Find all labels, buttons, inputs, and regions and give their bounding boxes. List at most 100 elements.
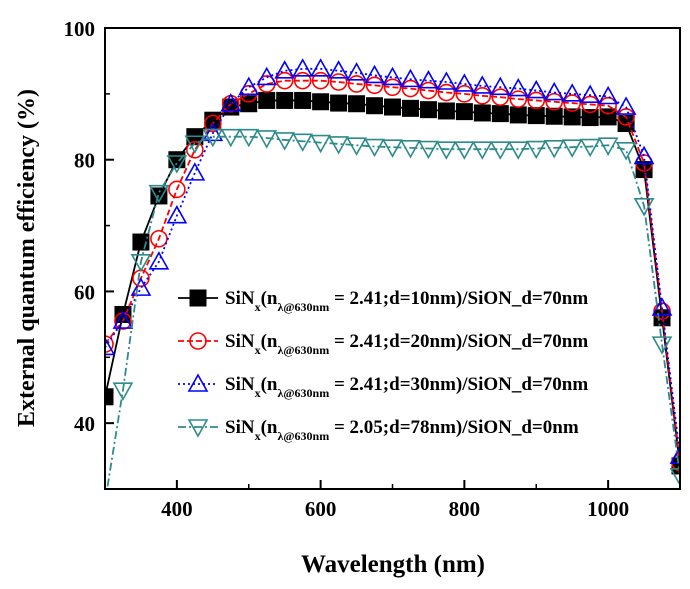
data-point	[168, 180, 186, 199]
data-point	[455, 85, 474, 103]
data-point	[455, 103, 473, 121]
legend-text-part: SiN	[225, 331, 255, 352]
data-point	[473, 87, 492, 105]
y-axis-label: External quantum efficiency (%)	[14, 89, 40, 427]
data-point	[294, 91, 312, 109]
legend-subscript: x	[255, 300, 261, 314]
data-point	[491, 88, 510, 106]
data-point	[400, 140, 421, 159]
data-point	[256, 66, 278, 86]
data-point	[166, 205, 188, 224]
data-point	[220, 128, 242, 148]
x-tick-label: 1000	[587, 497, 629, 521]
data-point	[651, 336, 673, 355]
data-point	[328, 136, 349, 155]
legend-text-part: = 2.41;d=10nm)/SiON_d=70nm	[329, 288, 588, 309]
data-point	[310, 58, 331, 77]
data-point	[365, 76, 384, 95]
data-point	[274, 60, 296, 79]
series-3	[105, 58, 680, 464]
data-point	[545, 92, 564, 111]
legend-text-part: = 2.05;d=78nm)/SiON_d=0nm	[329, 417, 579, 438]
data-point	[366, 97, 384, 115]
data-point	[184, 162, 206, 181]
y-tick-label: 40	[74, 412, 95, 436]
data-point	[507, 141, 529, 160]
legend-marker	[187, 373, 209, 392]
data-point	[96, 495, 114, 511]
data-point	[615, 142, 637, 161]
data-point	[220, 93, 242, 112]
data-point	[527, 107, 545, 125]
data-point	[563, 94, 581, 112]
data-point	[312, 93, 330, 111]
series-2	[105, 71, 680, 472]
data-point	[240, 95, 258, 113]
legend-subscript: x	[255, 429, 261, 443]
data-point	[437, 102, 455, 120]
data-point	[148, 251, 170, 270]
legend-item: SiNx(nλ@630nm = 2.05;d=78nm)/SiON_d=0nm	[178, 417, 579, 443]
legend-label: SiNx(nλ@630nm = 2.41;d=30nm)/SiON_d=70nm	[225, 374, 588, 400]
legend-text-part: (n	[261, 331, 278, 352]
legend-text-part: SiN	[225, 417, 255, 438]
legend-text-part: (n	[261, 288, 278, 309]
data-point	[202, 128, 224, 148]
data-point	[364, 138, 385, 158]
y-tick-label: 80	[74, 149, 95, 173]
data-point	[471, 75, 493, 94]
legend-item: SiNx(nλ@630nm = 2.41;d=10nm)/SiON_d=70nm	[178, 288, 588, 314]
data-point	[168, 151, 186, 169]
data-point	[471, 141, 493, 160]
data-point	[509, 106, 527, 124]
legend-text-part: = 2.41;d=20nm)/SiON_d=70nm	[329, 331, 588, 352]
legend-marker	[189, 332, 207, 350]
data-point	[437, 83, 456, 102]
data-point	[382, 139, 403, 158]
data-point	[112, 382, 134, 401]
data-point	[329, 73, 348, 91]
data-point	[579, 84, 601, 103]
data-point	[599, 96, 617, 115]
data-point	[400, 68, 421, 88]
data-point	[561, 139, 583, 158]
series-4	[96, 128, 680, 511]
data-point	[166, 155, 188, 174]
data-point	[184, 135, 206, 154]
data-point	[238, 128, 260, 148]
data-point	[563, 108, 581, 126]
data-point	[330, 94, 348, 112]
data-point	[507, 77, 529, 97]
data-point	[418, 140, 439, 160]
legend: SiNx(nλ@630nm = 2.41;d=10nm)/SiON_d=70nm…	[178, 288, 588, 443]
legend-label: SiNx(nλ@630nm = 2.41;d=10nm)/SiON_d=70nm	[225, 288, 588, 314]
data-point	[401, 79, 420, 98]
data-point	[527, 91, 546, 110]
data-point	[328, 60, 349, 79]
legend-subscript: λ@630nm	[277, 386, 329, 400]
chart-marks	[96, 58, 680, 511]
data-point	[561, 83, 583, 102]
data-point	[256, 130, 278, 149]
data-point	[384, 98, 401, 116]
data-point	[489, 76, 511, 96]
series-line	[105, 67, 680, 457]
legend-subscript: λ@630nm	[277, 343, 329, 357]
data-point	[581, 109, 599, 127]
data-point	[669, 445, 680, 464]
data-point	[347, 75, 366, 93]
legend-item: SiNx(nλ@630nm = 2.41;d=20nm)/SiON_d=70nm	[178, 331, 588, 357]
data-point	[597, 85, 619, 105]
data-point	[105, 388, 114, 406]
data-point	[311, 71, 330, 90]
data-point	[419, 81, 438, 100]
data-point	[473, 104, 491, 122]
y-tick-label: 100	[64, 17, 96, 41]
plot-area	[96, 58, 680, 511]
data-point	[292, 58, 314, 77]
data-point	[186, 141, 204, 159]
data-point	[148, 184, 170, 204]
data-point	[258, 91, 276, 109]
data-point	[292, 133, 314, 152]
